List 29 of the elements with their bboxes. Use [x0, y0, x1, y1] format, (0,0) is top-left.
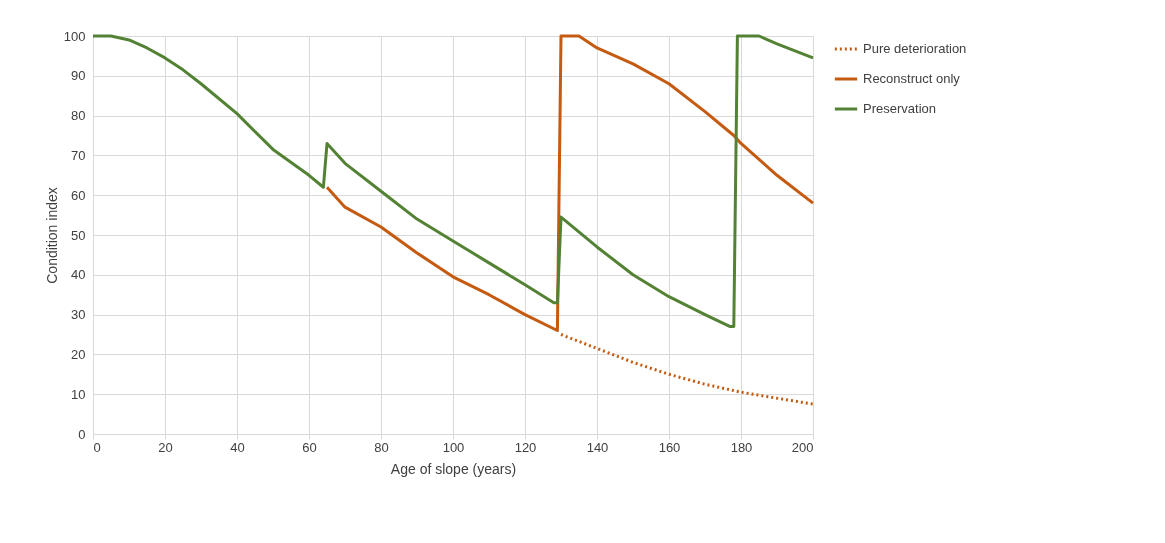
legend-label: Reconstruct only [863, 71, 961, 86]
x-tick-label: 0 [93, 439, 101, 455]
x-tick-label: 140 [586, 439, 609, 455]
y-tick-label: 50 [71, 227, 86, 243]
x-tick-label: 100 [442, 439, 465, 455]
line-series [559, 333, 815, 406]
y-tick-label: 30 [71, 307, 86, 323]
y-axis-title: Condition index [43, 187, 60, 284]
y-tick-label: 70 [71, 147, 86, 163]
legend-label: Pure deterioration [863, 41, 967, 56]
x-tick-label: 120 [514, 439, 537, 455]
y-tick-label: 20 [71, 346, 86, 362]
y-tick-label: 80 [71, 108, 86, 124]
y-tick-label: 10 [71, 386, 86, 402]
y-tick-label: 0 [78, 426, 86, 442]
legend-label: Preservation [863, 101, 936, 116]
x-axis-title: Age of slope (years) [390, 460, 517, 477]
y-tick-label: 90 [71, 68, 86, 84]
y-tick-label: 100 [63, 28, 86, 44]
y-tick-label: 60 [71, 187, 86, 203]
x-tick-label: 40 [230, 439, 245, 455]
x-tick-label: 80 [374, 439, 389, 455]
y-tick-label: 40 [71, 267, 86, 283]
x-tick-label: 160 [658, 439, 681, 455]
line-series [325, 34, 815, 333]
x-tick-label: 180 [730, 439, 753, 455]
x-tick-label: 200 [791, 439, 814, 455]
x-tick-label: 60 [302, 439, 317, 455]
x-tick-label: 20 [158, 439, 173, 455]
